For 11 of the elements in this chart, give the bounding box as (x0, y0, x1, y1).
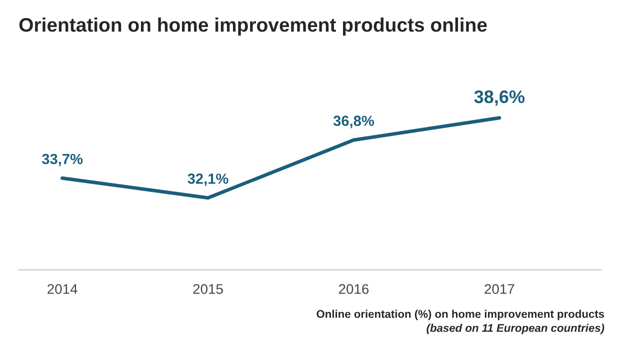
data-label: 36,8% (333, 116, 374, 128)
data-label: 32,1% (188, 174, 228, 186)
x-tick-label: 2014 (48, 284, 78, 294)
x-tick-label: 2017 (484, 284, 514, 294)
data-label: 33,7% (42, 154, 83, 166)
text: (based on 11 European countries) (426, 324, 604, 334)
data-label: 38,6% (474, 90, 525, 106)
x-tick-label: 2015 (193, 284, 223, 294)
text: Online orientation (%) on home improvement products (316, 310, 604, 320)
x-tick-label: 2016 (338, 284, 369, 294)
chart-title: Orientation on home improvement products online (19, 18, 487, 36)
